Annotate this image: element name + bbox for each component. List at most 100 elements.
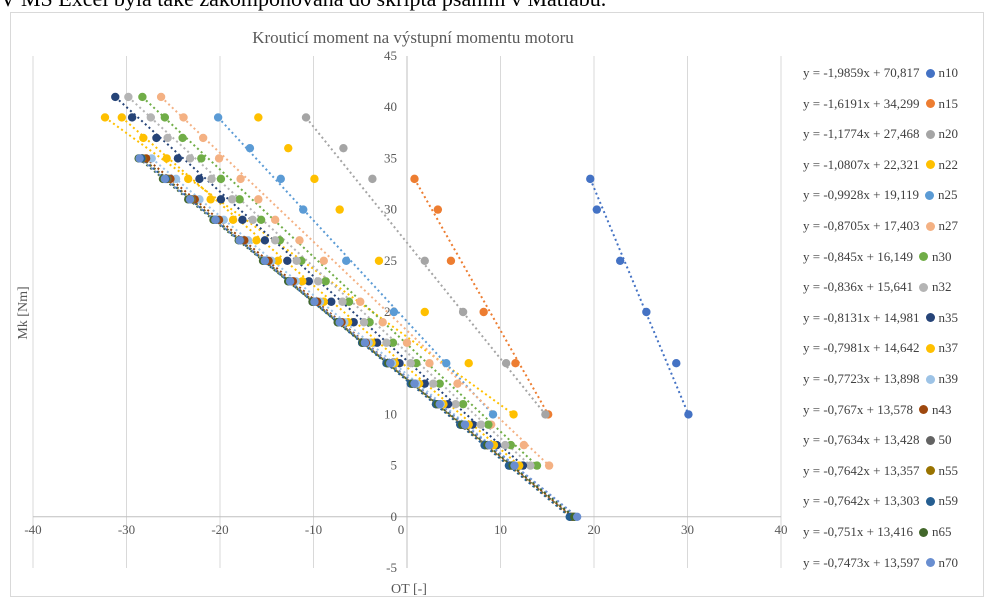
legend-equation: y = -0,845x + 16,149 bbox=[803, 248, 913, 264]
legend-series-name: n35 bbox=[938, 309, 959, 325]
point-n70 bbox=[572, 512, 582, 521]
point-n22 bbox=[254, 113, 263, 122]
point-n30 bbox=[138, 92, 147, 102]
point-n70 bbox=[211, 215, 220, 225]
legend-item-n43: y = -0,767x + 13,578 n43 bbox=[803, 400, 952, 420]
point-n27 bbox=[425, 359, 434, 368]
point-n25 bbox=[213, 113, 223, 122]
x-tick-label: -20 bbox=[211, 522, 228, 537]
legend-item-50: y = -0,7634x + 13,428 50 bbox=[803, 430, 952, 450]
point-n25 bbox=[299, 205, 308, 214]
point-n35 bbox=[238, 215, 247, 225]
data-points bbox=[100, 92, 693, 521]
top-caption-text: V MS Excel byla také zakomponována do sk… bbox=[0, 0, 606, 12]
point-n20 bbox=[420, 256, 429, 265]
y-tick-label: 10 bbox=[384, 406, 397, 421]
point-n22 bbox=[464, 359, 473, 368]
point-n22 bbox=[374, 256, 384, 265]
point-n37 bbox=[228, 215, 238, 225]
legend-series-name: n22 bbox=[938, 156, 959, 172]
legend-equation: y = -1,0807x + 22,321 bbox=[803, 156, 920, 172]
trendline-n59 bbox=[140, 157, 571, 518]
point-n32 bbox=[406, 359, 415, 368]
point-n10 bbox=[615, 256, 625, 265]
point-n35 bbox=[260, 236, 270, 245]
legend-series-name: n55 bbox=[938, 462, 959, 478]
legend-marker-icon bbox=[925, 374, 935, 384]
point-n30 bbox=[484, 420, 493, 429]
legend-marker-icon bbox=[919, 282, 928, 292]
legend-equation: y = -0,8131x + 14,981 bbox=[803, 309, 920, 325]
point-n10 bbox=[642, 307, 651, 317]
axes bbox=[33, 56, 781, 568]
grid-lines bbox=[32, 56, 782, 568]
legend-series-name: 50 bbox=[938, 432, 952, 448]
legend-series-name: n70 bbox=[938, 554, 959, 570]
legend-equation: y = -0,767x + 13,578 bbox=[803, 401, 913, 417]
scatter-chart: Krouticí moment na výstupní momentu moto… bbox=[16, 28, 788, 596]
point-n70 bbox=[485, 440, 494, 450]
legend-marker-icon bbox=[925, 558, 935, 568]
trendline-n20 bbox=[305, 116, 547, 416]
point-n35 bbox=[283, 256, 292, 265]
point-n25 bbox=[389, 307, 399, 317]
point-n35 bbox=[152, 133, 161, 143]
x-axis-label: OT [-] bbox=[391, 582, 427, 596]
legend-equation: y = -0,8705x + 17,403 bbox=[803, 218, 920, 233]
legend-equation: y = -0,7642x + 13,303 bbox=[803, 493, 920, 509]
legend-equation: y = -1,1774x + 27,468 bbox=[803, 126, 920, 142]
point-n20 bbox=[501, 359, 511, 368]
y-tick-label: 40 bbox=[384, 99, 397, 114]
point-n15 bbox=[511, 359, 520, 368]
point-n70 bbox=[460, 420, 470, 429]
legend-marker-icon bbox=[925, 466, 935, 476]
trendline-n35 bbox=[114, 96, 524, 467]
point-n27 bbox=[179, 113, 188, 122]
point-n20 bbox=[541, 410, 550, 419]
legend-equation: y = -0,7981x + 14,642 bbox=[803, 340, 920, 356]
legend-marker-icon bbox=[925, 160, 935, 170]
point-n25 bbox=[488, 410, 498, 419]
legend-series-name: n59 bbox=[938, 493, 959, 509]
point-n70 bbox=[310, 297, 319, 306]
point-n15 bbox=[410, 174, 419, 184]
point-n25 bbox=[342, 256, 351, 265]
legend-series-name: n15 bbox=[938, 95, 959, 111]
trendline-n10 bbox=[589, 178, 690, 415]
legend-item-n25: y = -0,9928x + 19,119 n25 bbox=[803, 185, 958, 205]
legend-equation: y = -0,7723x + 13,898 bbox=[803, 371, 920, 386]
legend-equation: y = -0,836x + 15,641 bbox=[803, 279, 913, 295]
legend-marker-icon bbox=[925, 343, 935, 353]
y-tick-label: 30 bbox=[384, 202, 397, 217]
point-n30 bbox=[256, 215, 266, 225]
point-n30 bbox=[178, 133, 187, 143]
legend-item-n27: y = -0,8705x + 17,403 n27 bbox=[803, 216, 958, 236]
point-n70 bbox=[410, 379, 419, 388]
point-n10 bbox=[586, 174, 595, 184]
point-n32 bbox=[476, 420, 486, 429]
tick-labels: -40-30-20-10010203040-505101520253035404… bbox=[24, 48, 787, 575]
point-n30 bbox=[388, 338, 398, 347]
point-n22 bbox=[100, 113, 110, 122]
legend-item-n20: y = -1,1774x + 27,468 n20 bbox=[803, 124, 958, 144]
point-n37 bbox=[162, 154, 171, 163]
legend-series-name: n39 bbox=[938, 371, 959, 386]
legend-item-n70: y = -0,7473x + 13,597 n70 bbox=[803, 553, 958, 573]
point-n32 bbox=[428, 379, 438, 388]
legend-item-n65: y = -0,751x + 13,416 n65 bbox=[803, 522, 952, 542]
point-n70 bbox=[360, 338, 370, 347]
x-tick-label: 40 bbox=[775, 522, 788, 537]
legend-marker-icon bbox=[919, 527, 928, 537]
y-tick-label: 25 bbox=[384, 253, 397, 268]
legend-series-name: n27 bbox=[938, 218, 959, 233]
legend-series-name: n30 bbox=[932, 248, 952, 264]
y-tick-label: -5 bbox=[386, 560, 397, 575]
point-n25 bbox=[276, 174, 285, 184]
legend-item-n35: y = -0,8131x + 14,981 n35 bbox=[803, 308, 958, 328]
point-n25 bbox=[442, 359, 451, 368]
legend-marker-icon bbox=[925, 313, 935, 323]
legend-equation: y = -0,7473x + 13,597 bbox=[803, 554, 920, 570]
point-n27 bbox=[378, 318, 387, 327]
point-n27 bbox=[156, 92, 166, 102]
point-n70 bbox=[435, 399, 444, 409]
